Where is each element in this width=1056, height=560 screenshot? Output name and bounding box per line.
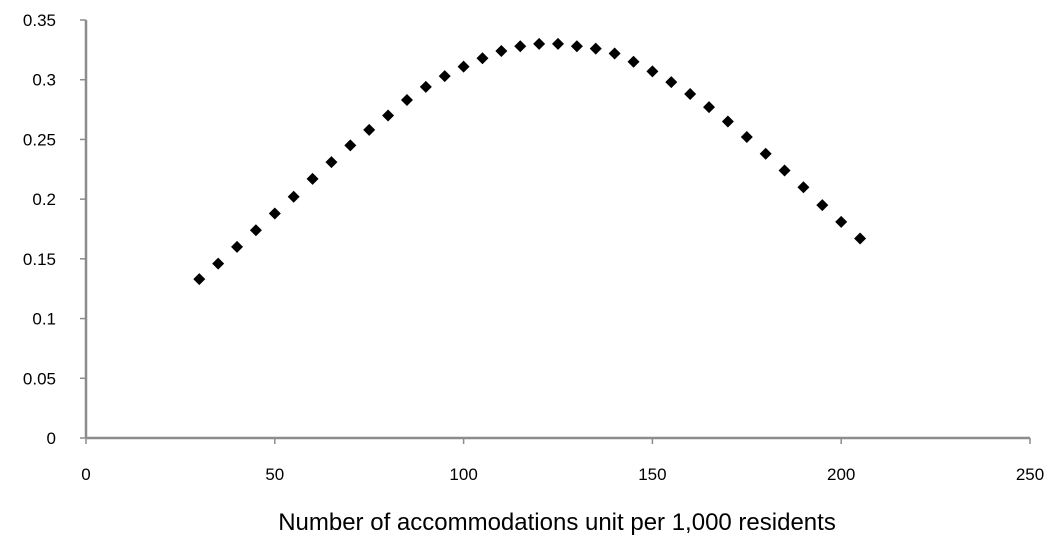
data-point [797, 181, 810, 194]
x-tick-label: 0 [81, 465, 90, 484]
data-points [193, 37, 867, 286]
data-point [382, 109, 395, 122]
x-axis-ticks: 0 50 100 150 200 250 [81, 438, 1044, 484]
data-point [703, 101, 716, 114]
data-point [759, 147, 772, 160]
data-point [363, 123, 376, 136]
data-point [212, 257, 225, 270]
data-point [249, 224, 262, 237]
data-point [589, 42, 602, 55]
data-point [325, 156, 338, 169]
y-tick-label: 0.35 [23, 11, 56, 30]
data-point [457, 60, 470, 73]
y-tick-label: 0.3 [32, 71, 56, 90]
data-point [533, 37, 546, 50]
data-point [344, 139, 357, 152]
data-point [495, 45, 508, 58]
data-point [816, 199, 829, 212]
x-axis-title: Number of accommodations unit per 1,000 … [278, 509, 836, 536]
data-point [684, 88, 697, 101]
data-point [721, 115, 734, 128]
y-tick-label: 0.1 [32, 310, 56, 329]
data-point [268, 207, 281, 220]
data-point [419, 80, 432, 93]
y-tick-label: 0 [47, 429, 56, 448]
y-axis-ticks: 0 0.05 0.1 0.15 0.2 0.25 0.3 0.35 [23, 11, 86, 448]
x-tick-label: 150 [638, 465, 666, 484]
data-point [476, 52, 489, 65]
data-point [854, 232, 867, 245]
x-tick-label: 50 [265, 465, 284, 484]
data-point [552, 37, 564, 50]
data-point [514, 40, 527, 53]
data-point [400, 94, 413, 107]
data-point [570, 40, 583, 53]
data-point [193, 273, 206, 286]
data-point [665, 76, 678, 89]
data-point [835, 215, 848, 228]
y-tick-label: 0.25 [23, 130, 56, 149]
data-point [287, 190, 300, 203]
y-tick-label: 0.05 [23, 369, 56, 388]
y-tick-label: 0.2 [32, 190, 56, 209]
x-tick-label: 200 [827, 465, 855, 484]
data-point [608, 47, 621, 60]
data-point [646, 65, 659, 78]
data-point [438, 70, 451, 83]
data-point [778, 164, 791, 177]
data-point [627, 55, 640, 68]
data-point [740, 131, 753, 144]
x-tick-label: 100 [449, 465, 477, 484]
data-point [306, 172, 319, 185]
x-tick-label: 250 [1016, 465, 1044, 484]
data-point [231, 240, 244, 253]
y-tick-label: 0.15 [23, 250, 56, 269]
